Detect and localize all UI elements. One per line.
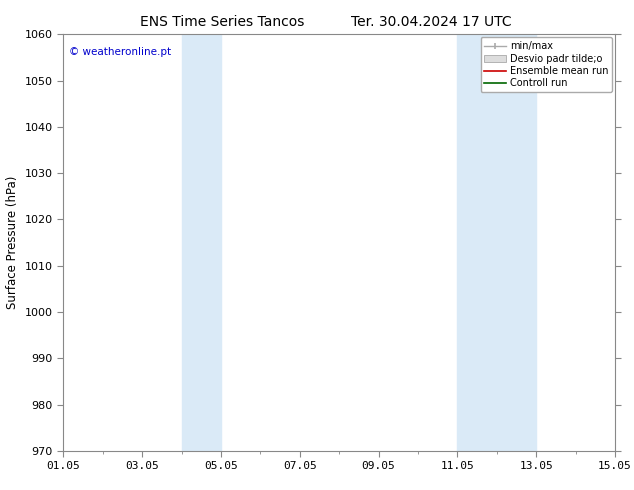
Bar [457,34,536,451]
Y-axis label: Surface Pressure (hPa): Surface Pressure (hPa) [6,176,19,309]
Legend: min/max, Desvio padr tilde;o, Ensemble mean run, Controll run: min/max, Desvio padr tilde;o, Ensemble m… [481,37,612,92]
Bar [181,34,221,451]
Text: © weatheronline.pt: © weatheronline.pt [69,47,171,57]
Text: ENS Time Series Tancos: ENS Time Series Tancos [139,15,304,29]
Text: Ter. 30.04.2024 17 UTC: Ter. 30.04.2024 17 UTC [351,15,512,29]
